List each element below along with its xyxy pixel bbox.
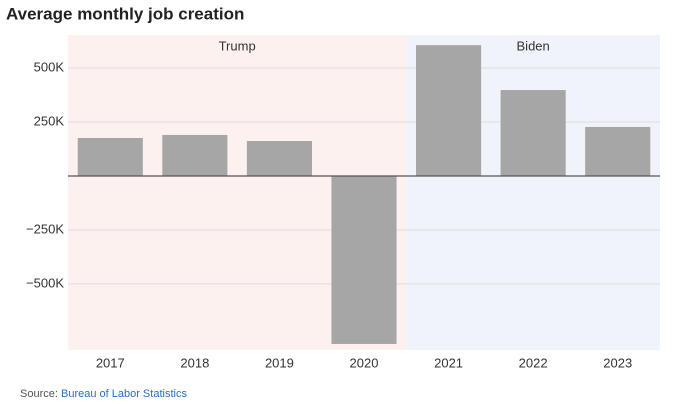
era-label: Trump: [219, 38, 256, 53]
bar: [585, 126, 651, 176]
bar: [246, 141, 312, 176]
x-tick-label: 2023: [603, 355, 632, 370]
y-tick-label: −500K: [26, 275, 64, 290]
source-link[interactable]: Bureau of Labor Statistics: [61, 388, 187, 400]
y-tick-label: −250K: [26, 221, 64, 236]
x-tick-label: 2018: [180, 355, 209, 370]
x-tick-label: 2021: [434, 355, 463, 370]
chart-title: Average monthly job creation: [6, 4, 244, 23]
bar: [77, 137, 143, 176]
source-prefix: Source:: [20, 388, 58, 400]
bar: [331, 175, 397, 344]
bar: [162, 134, 228, 176]
bar: [416, 45, 482, 176]
source: Source: Bureau of Labor Statistics: [20, 388, 187, 400]
y-tick-label: 250K: [34, 113, 65, 128]
bar: [500, 90, 566, 176]
era-label: Biden: [517, 38, 550, 53]
x-tick-label: 2019: [265, 355, 294, 370]
x-tick-label: 2017: [96, 355, 125, 370]
y-tick-label: 500K: [34, 59, 65, 74]
x-tick-label: 2022: [519, 355, 548, 370]
x-tick-label: 2020: [350, 355, 379, 370]
